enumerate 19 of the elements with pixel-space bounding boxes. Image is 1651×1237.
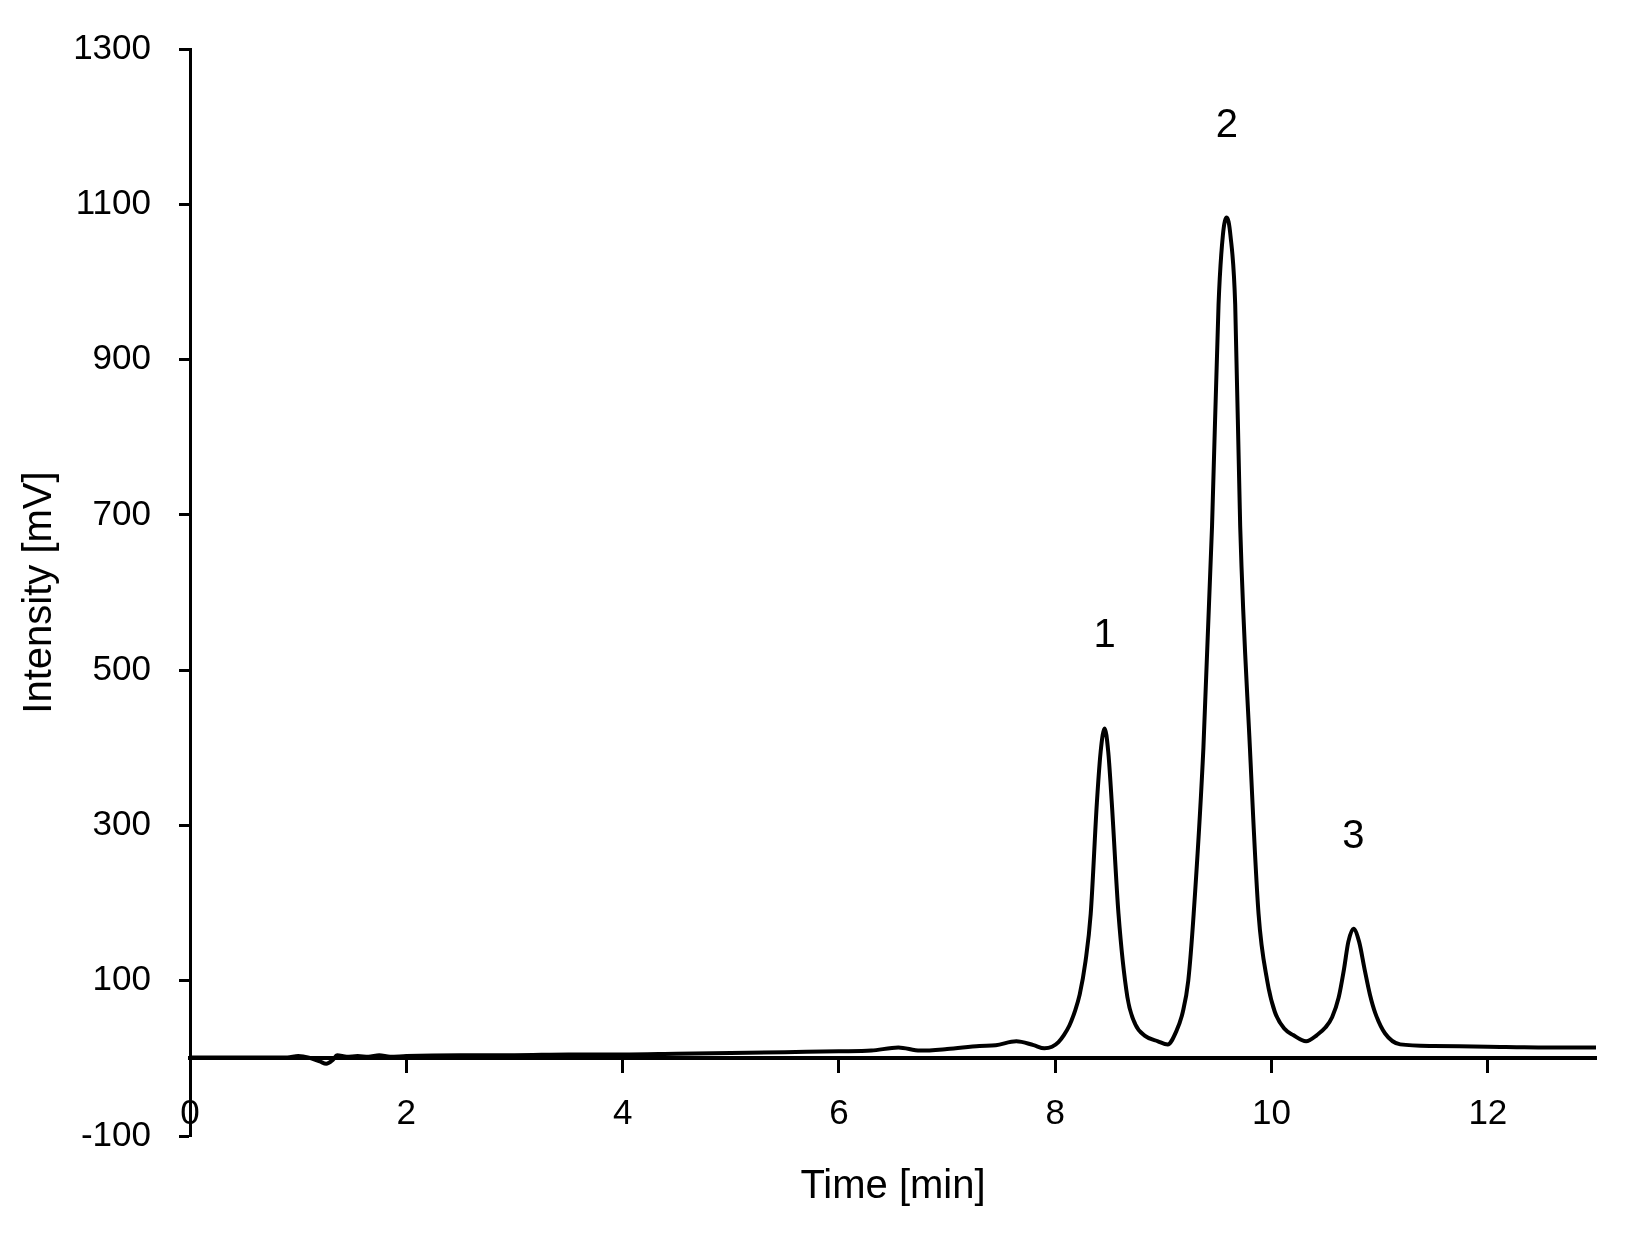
y-tick-label: -100	[80, 1113, 151, 1153]
x-tick-label: 10	[1252, 1092, 1292, 1132]
y-tick-label: 1300	[73, 26, 151, 66]
x-tick-label: 6	[829, 1092, 849, 1132]
y-tick-label: 300	[92, 803, 151, 843]
x-tick-label: 12	[1468, 1092, 1508, 1132]
y-tick-label: 900	[92, 337, 151, 377]
annotation: 1	[1093, 611, 1116, 656]
x-tick-label: 8	[1045, 1092, 1065, 1132]
x-tick-label: 4	[612, 1092, 633, 1132]
y-axis-title: Intensity [mV]	[15, 471, 60, 714]
y-tick-label: 1100	[75, 181, 151, 221]
y-tick-label: 100	[92, 958, 151, 998]
x-axis-title: Time [min]	[800, 1162, 986, 1207]
x-tick-label: 2	[396, 1092, 417, 1132]
y-tick-label: 500	[92, 647, 151, 687]
annotation: 3	[1342, 811, 1365, 856]
annotation: 2	[1215, 100, 1238, 145]
y-tick-label: 700	[92, 492, 151, 532]
